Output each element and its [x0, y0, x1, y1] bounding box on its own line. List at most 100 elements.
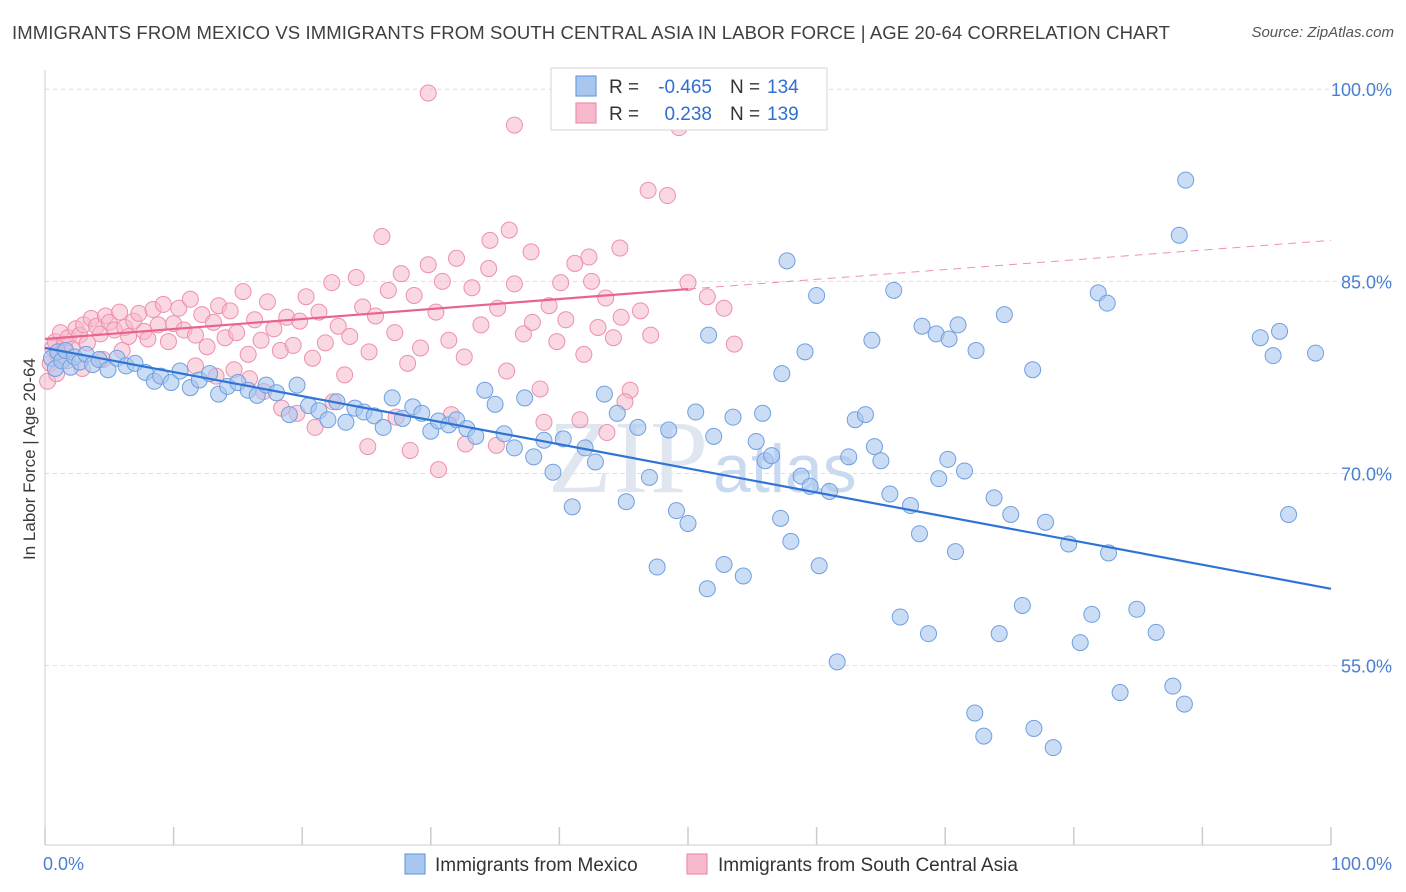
data-point-mexico	[863, 331, 881, 349]
data-point-mexico	[365, 407, 383, 425]
data-point-south-central-asia	[589, 318, 607, 336]
legend-swatch-south-central-asia	[575, 102, 597, 124]
x-tick-labels: 0.0% 100.0%	[43, 854, 1392, 874]
data-point-south-central-asia	[575, 345, 593, 363]
data-point-mexico	[660, 421, 678, 439]
data-point-south-central-asia	[234, 283, 252, 301]
data-point-mexico	[1264, 347, 1282, 365]
data-point-mexico	[995, 306, 1013, 324]
y-tick-label: 85.0%	[1341, 272, 1392, 292]
data-point-south-central-asia	[455, 348, 473, 366]
data-point-mexico	[1013, 596, 1031, 614]
y-axis-title: In Labor Force | Age 20-64	[20, 358, 39, 560]
data-point-south-central-asia	[284, 336, 302, 354]
data-point-south-central-asia	[679, 274, 697, 292]
data-point-south-central-asia	[552, 274, 570, 292]
data-point-mexico	[1175, 695, 1193, 713]
data-point-south-central-asia	[386, 324, 404, 342]
x-tick-label: 100.0%	[1331, 854, 1392, 874]
data-point-mexico	[608, 404, 626, 422]
top-legend: R = -0.465 N = 134 R = 0.238 N = 139	[550, 67, 828, 131]
data-point-south-central-asia	[571, 411, 589, 429]
data-point-mexico	[1147, 623, 1165, 641]
data-point-mexico	[763, 447, 781, 465]
data-point-south-central-asia	[642, 326, 660, 344]
data-point-mexico	[985, 489, 1003, 507]
data-point-mexico	[910, 525, 928, 543]
data-point-south-central-asia	[228, 324, 246, 342]
data-point-mexico	[667, 502, 685, 520]
data-point-south-central-asia	[472, 316, 490, 334]
data-point-mexico	[383, 389, 401, 407]
data-point-mexico	[595, 385, 613, 403]
y-tick-labels: 100.0% 85.0% 70.0% 55.0%	[1331, 80, 1392, 676]
data-point-south-central-asia	[658, 187, 676, 205]
data-point-mexico	[629, 418, 647, 436]
data-point-mexico	[586, 453, 604, 471]
data-point-mexico	[1164, 677, 1182, 695]
trend-lines	[44, 239, 1332, 590]
data-point-mexico	[747, 432, 765, 450]
data-point-mexico	[544, 463, 562, 481]
data-point-south-central-asia	[548, 333, 566, 351]
data-point-south-central-asia	[139, 330, 157, 348]
data-point-mexico	[891, 608, 909, 626]
data-point-mexico	[280, 406, 298, 424]
data-point-mexico	[1251, 329, 1269, 347]
data-point-mexico	[1128, 600, 1146, 618]
source-label: Source: ZipAtlas.com	[1251, 24, 1394, 41]
data-point-south-central-asia	[523, 313, 541, 331]
legend-r-value: 0.238	[664, 104, 712, 125]
data-point-south-central-asia	[597, 289, 615, 307]
bottom-legend-swatch-mexico	[404, 853, 426, 875]
data-point-mexico	[1177, 171, 1195, 189]
data-point-south-central-asia	[204, 313, 222, 331]
data-point-south-central-asia	[291, 312, 309, 330]
data-point-south-central-asia	[540, 297, 558, 315]
legend-n-value: 134	[767, 77, 799, 98]
data-point-south-central-asia	[360, 343, 378, 361]
data-point-mexico	[1307, 344, 1325, 362]
bottom-legend-label-mexico: Immigrants from Mexico	[435, 855, 638, 876]
data-point-south-central-asia	[500, 221, 518, 239]
data-point-south-central-asia	[481, 231, 499, 249]
legend-n-value: 139	[767, 104, 799, 125]
data-point-south-central-asia	[316, 334, 334, 352]
data-point-south-central-asia	[580, 248, 598, 266]
data-point-south-central-asia	[433, 272, 451, 290]
y-tick-label: 55.0%	[1341, 657, 1392, 677]
data-point-mexico	[99, 361, 117, 379]
y-tick-label: 100.0%	[1331, 80, 1392, 100]
data-point-south-central-asia	[715, 299, 733, 317]
data-point-mexico	[171, 362, 189, 380]
data-point-south-central-asia	[514, 325, 532, 343]
data-point-mexico	[1111, 684, 1129, 702]
legend-swatch-mexico	[575, 75, 597, 97]
data-point-mexico	[946, 543, 964, 561]
data-point-mexico	[955, 462, 973, 480]
data-point-mexico	[828, 653, 846, 671]
data-point-mexico	[648, 558, 666, 576]
bottom-legend-label-south-central-asia: Immigrants from South Central Asia	[718, 855, 1018, 876]
data-point-mexico	[930, 470, 948, 488]
data-point-mexico	[810, 557, 828, 575]
data-point-mexico	[975, 727, 993, 745]
data-point-south-central-asia	[323, 274, 341, 292]
legend-r-label: R =	[609, 104, 639, 125]
data-point-south-central-asia	[336, 366, 354, 384]
legend-n-label: N =	[730, 77, 760, 98]
data-point-mexico	[782, 532, 800, 550]
data-point-mexico	[865, 438, 883, 456]
data-point-mexico	[1280, 506, 1298, 524]
data-point-mexico	[516, 389, 534, 407]
data-point-south-central-asia	[329, 317, 347, 335]
data-point-south-central-asia	[181, 290, 199, 308]
data-point-mexico	[554, 430, 572, 448]
data-point-south-central-asia	[440, 331, 458, 349]
data-point-mexico	[1098, 294, 1116, 312]
data-point-mexico	[939, 450, 957, 468]
data-point-south-central-asia	[367, 307, 385, 325]
data-point-mexico	[486, 395, 504, 413]
data-point-south-central-asia	[373, 228, 391, 246]
data-point-mexico	[773, 365, 791, 383]
